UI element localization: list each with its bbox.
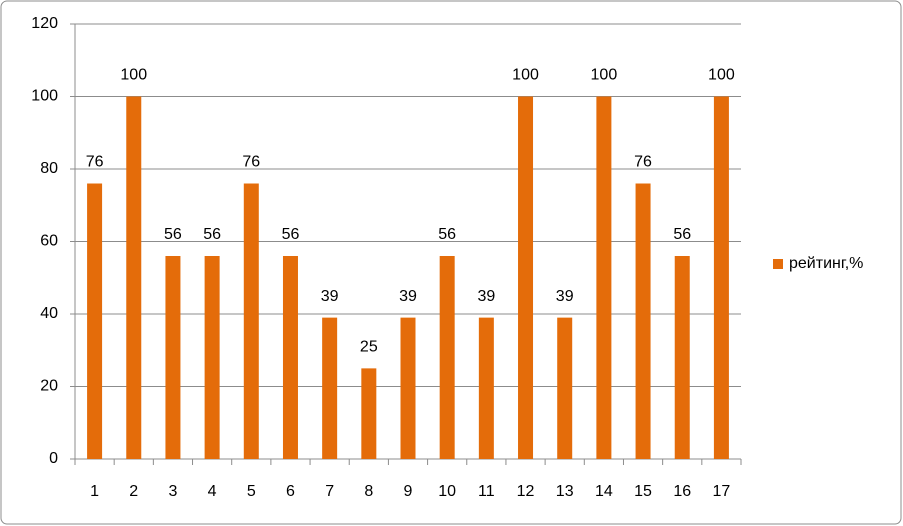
- data-label: 100: [708, 67, 735, 84]
- data-label: 100: [120, 67, 147, 84]
- x-tick-label: 4: [208, 483, 217, 500]
- y-tick-label: 0: [49, 450, 58, 467]
- bar: [204, 256, 220, 459]
- bar: [478, 317, 494, 459]
- data-label: 39: [321, 288, 339, 305]
- x-tick-label: 3: [168, 483, 177, 500]
- data-label: 25: [360, 339, 378, 356]
- legend-marker: [773, 259, 783, 269]
- data-label: 76: [634, 154, 652, 171]
- data-label: 56: [438, 226, 456, 243]
- bar: [282, 256, 298, 459]
- y-tick-label: 40: [40, 305, 58, 322]
- x-tick-label: 14: [595, 483, 613, 500]
- y-tick-label: 80: [40, 160, 58, 177]
- data-label: 39: [477, 288, 495, 305]
- x-tick-label: 16: [673, 483, 691, 500]
- data-label: 76: [242, 154, 260, 171]
- x-tick-label: 5: [247, 483, 256, 500]
- bar: [439, 256, 455, 459]
- x-tick-label: 13: [556, 483, 574, 500]
- bar: [243, 183, 259, 459]
- data-label: 56: [203, 226, 221, 243]
- x-tick-label: 11: [478, 483, 495, 500]
- x-tick-label: 2: [129, 483, 138, 500]
- bar: [87, 183, 103, 459]
- x-tick-label: 12: [517, 483, 535, 500]
- bar: [126, 96, 142, 459]
- bar: [518, 96, 534, 459]
- y-tick-label: 60: [40, 233, 58, 250]
- data-label: 56: [673, 226, 691, 243]
- bar: [361, 368, 377, 459]
- y-tick-label: 20: [40, 378, 58, 395]
- bar: [322, 317, 338, 459]
- x-tick-label: 9: [404, 483, 413, 500]
- bar: [400, 317, 416, 459]
- bar: [165, 256, 181, 459]
- x-tick-label: 1: [90, 483, 99, 500]
- data-label: 39: [556, 288, 574, 305]
- data-label: 56: [164, 226, 182, 243]
- bar: [713, 96, 729, 459]
- data-label: 39: [399, 288, 417, 305]
- bar: [674, 256, 690, 459]
- x-tick-label: 10: [438, 483, 456, 500]
- x-tick-label: 17: [713, 483, 731, 500]
- data-label: 56: [282, 226, 300, 243]
- data-label: 100: [591, 67, 618, 84]
- x-tick-label: 15: [634, 483, 652, 500]
- x-tick-label: 7: [325, 483, 334, 500]
- data-label: 100: [512, 67, 539, 84]
- y-tick-label: 100: [31, 88, 58, 105]
- bar: [557, 317, 573, 459]
- y-tick-label: 120: [31, 15, 58, 32]
- legend-label: рейтинг,%: [789, 255, 863, 272]
- x-tick-label: 6: [286, 483, 295, 500]
- data-label: 76: [86, 154, 104, 171]
- bar: [635, 183, 651, 459]
- bar: [596, 96, 612, 459]
- x-tick-label: 8: [364, 483, 373, 500]
